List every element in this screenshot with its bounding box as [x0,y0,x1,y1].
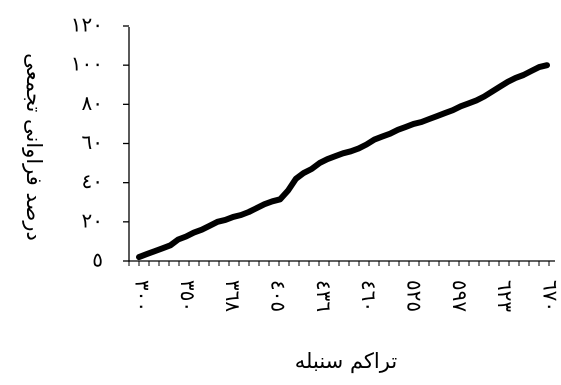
x-tick-label: ٥٢٥ [403,280,427,312]
x-axis: ٣٠٠ ٣٥٠ ٣٦٨ ٤٠٥ ٤٣٦ ٤٦٠ ٥٢٥ ٥٩٧ ٦٢٣ ٦٧٠ [128,260,561,312]
y-tick-label: ٢٠ [82,208,103,232]
y-axis: ٥ ٢٠ ٤٠ ٦٠ ٨٠ ١٠٠ ١٢٠ [71,13,130,272]
plot-area [136,62,550,261]
x-tick-label: ٣٠٠ [131,280,155,312]
x-tick-label: ٤٦٠ [357,280,381,312]
x-axis-title: تراکم سنبله [295,349,398,374]
y-tick-label: ٤٠ [82,169,103,193]
x-tick-label: ٤٠٥ [267,280,291,312]
y-tick-group: ٥ ٢٠ ٤٠ ٦٠ ٨٠ ١٠٠ ١٢٠ [71,13,129,272]
y-axis-title: درصد فراوانی تجمعی [22,53,46,241]
y-tick-label: ٥ [92,248,103,272]
y-tick-label: ١٢٠ [71,13,103,37]
x-tick-label: ٣٦٨ [221,280,245,312]
x-tick-group: ٣٠٠ ٣٥٠ ٣٦٨ ٤٠٥ ٤٣٦ ٤٦٠ ٥٢٥ ٥٩٧ ٦٢٣ ٦٧٠ [128,261,561,312]
x-tick-label: ٤٣٦ [312,280,336,312]
x-tick-label: ٦٧٠ [539,280,561,312]
x-tick-label: ٥٩٧ [448,280,472,312]
series-line [136,62,550,261]
x-tick-label: ٣٥٠ [176,280,200,312]
y-tick-label: ٨٠ [82,91,103,115]
y-tick-label: ٦٠ [82,130,103,154]
x-tick-label: ٦٢٣ [493,280,517,312]
y-tick-label: ١٠٠ [71,52,103,76]
